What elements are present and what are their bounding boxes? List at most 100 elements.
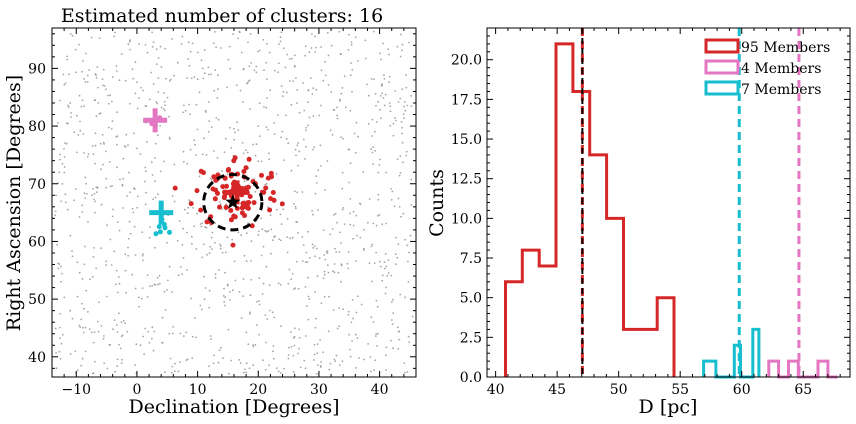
background-point [333, 271, 336, 274]
background-point [350, 41, 353, 44]
background-point [214, 273, 217, 275]
background-point [78, 216, 81, 218]
background-point [95, 267, 97, 270]
background-point [188, 64, 191, 67]
background-point [154, 157, 157, 160]
background-point [366, 83, 368, 86]
background-point [277, 62, 280, 65]
background-point [397, 197, 400, 200]
background-point [120, 321, 123, 324]
background-point [351, 340, 353, 342]
background-point [97, 102, 100, 104]
y-tick-label: 20.0 [451, 53, 482, 69]
background-point [149, 285, 151, 288]
background-point [354, 151, 357, 154]
background-point [111, 120, 114, 122]
background-point [177, 274, 180, 277]
background-point [213, 89, 216, 92]
background-point [257, 234, 260, 236]
background-point [109, 161, 111, 163]
background-point [247, 222, 249, 225]
background-point [86, 81, 89, 83]
background-point [374, 130, 376, 133]
background-point [273, 122, 276, 124]
background-point [128, 40, 131, 43]
background-point [208, 289, 211, 292]
background-point [348, 148, 351, 151]
background-point [311, 243, 314, 246]
background-point [76, 369, 79, 372]
background-point [190, 77, 193, 80]
background-point [158, 282, 161, 285]
background-point [119, 347, 122, 350]
background-point [145, 105, 148, 107]
background-point [110, 127, 113, 130]
background-point [224, 271, 226, 274]
background-point [134, 287, 137, 290]
background-point [284, 66, 287, 69]
background-point [336, 327, 339, 330]
scatter-y-label: Right Ascension [Degrees] [3, 75, 25, 331]
background-point [279, 283, 282, 286]
background-point [127, 171, 130, 174]
x-tick-label: 45 [548, 382, 566, 398]
background-point [215, 117, 218, 119]
background-point [187, 58, 190, 60]
background-point [375, 333, 378, 335]
background-point [103, 85, 106, 87]
background-point [378, 164, 381, 166]
background-point [74, 188, 77, 190]
background-point [124, 80, 127, 82]
background-point [334, 360, 337, 363]
background-point [109, 238, 112, 241]
background-point [411, 315, 414, 318]
background-point [400, 215, 402, 218]
cluster-point-red [220, 184, 226, 190]
background-point [198, 175, 201, 178]
background-point [137, 195, 139, 198]
background-point [367, 94, 370, 97]
background-point [97, 330, 100, 333]
background-point [124, 146, 127, 148]
background-point [66, 208, 69, 211]
background-point [354, 36, 357, 39]
background-point [372, 222, 375, 225]
background-point [132, 211, 135, 214]
background-point [385, 171, 387, 174]
background-point [277, 114, 279, 116]
cluster-point-red [263, 185, 269, 191]
background-point [98, 37, 101, 39]
background-point [290, 346, 293, 348]
background-point [125, 133, 128, 136]
background-point [171, 291, 173, 293]
background-point [82, 331, 85, 334]
background-point [360, 303, 363, 306]
background-point [357, 295, 359, 298]
background-point [392, 298, 394, 301]
background-point [401, 43, 404, 46]
background-point [219, 243, 221, 246]
background-point [282, 90, 285, 93]
background-point [392, 347, 394, 350]
background-point [83, 263, 86, 266]
background-point [338, 231, 341, 234]
background-point [81, 70, 83, 73]
background-point [295, 221, 298, 223]
background-point [406, 244, 409, 247]
background-point [233, 127, 235, 130]
background-point [148, 342, 151, 344]
background-point [379, 52, 381, 55]
background-point [215, 46, 218, 48]
background-point [131, 68, 134, 71]
background-point [214, 241, 216, 244]
background-point [83, 192, 86, 195]
background-point [141, 287, 144, 289]
background-point [146, 51, 149, 54]
background-point [230, 359, 233, 362]
background-point [298, 111, 301, 114]
background-point [182, 257, 185, 259]
x-tick-label: 0 [132, 382, 141, 398]
histogram-frame [486, 27, 851, 378]
background-point [122, 319, 125, 322]
background-point [204, 287, 207, 289]
